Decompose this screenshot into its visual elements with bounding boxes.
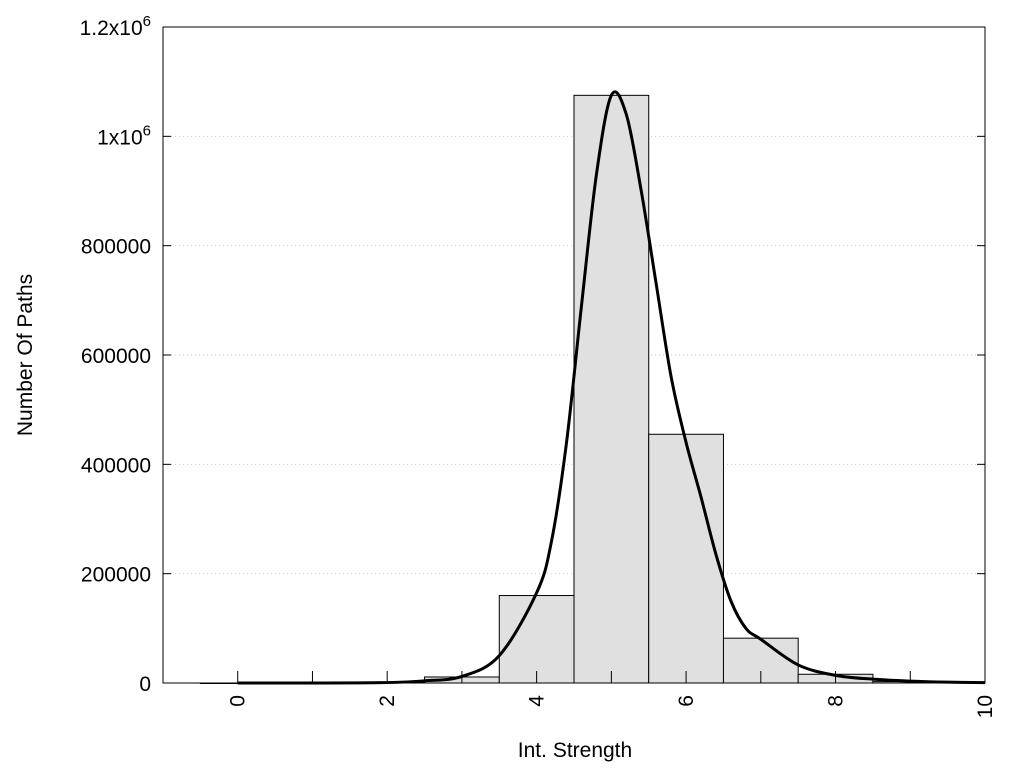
y-axis-ticks: 0 200000 400000 600000 800000 1x106 1.2x106 (80, 13, 985, 696)
fit-curve-line (237, 90, 986, 685)
y-tick-label: 600000 (81, 345, 151, 368)
y-axis-label: Number Of Paths (14, 274, 37, 436)
y-tick-label: 0 (139, 673, 151, 696)
x-tick-label: 6 (675, 695, 698, 707)
y-tick-label: 1.2x106 (80, 13, 151, 40)
y-tick-label: 200000 (81, 564, 151, 587)
x-axis-label: Int. Strength (518, 739, 632, 762)
y-tick-label: 400000 (81, 454, 151, 477)
y-tick-label: 800000 (81, 236, 151, 259)
x-tick-label: 8 (825, 695, 848, 707)
x-tick-label: 4 (526, 695, 549, 707)
x-tick-label: 2 (376, 695, 399, 707)
y-tick-label: 1x106 (97, 122, 151, 149)
x-tick-label: 0 (227, 695, 250, 707)
x-axis-ticks: 0 2 4 6 8 10 (227, 671, 997, 718)
grid-lines (163, 135, 985, 575)
histogram-bar (573, 94, 650, 684)
histogram-bar (648, 433, 724, 684)
fit-curve (237, 90, 986, 685)
x-tick-label: 10 (974, 695, 997, 718)
